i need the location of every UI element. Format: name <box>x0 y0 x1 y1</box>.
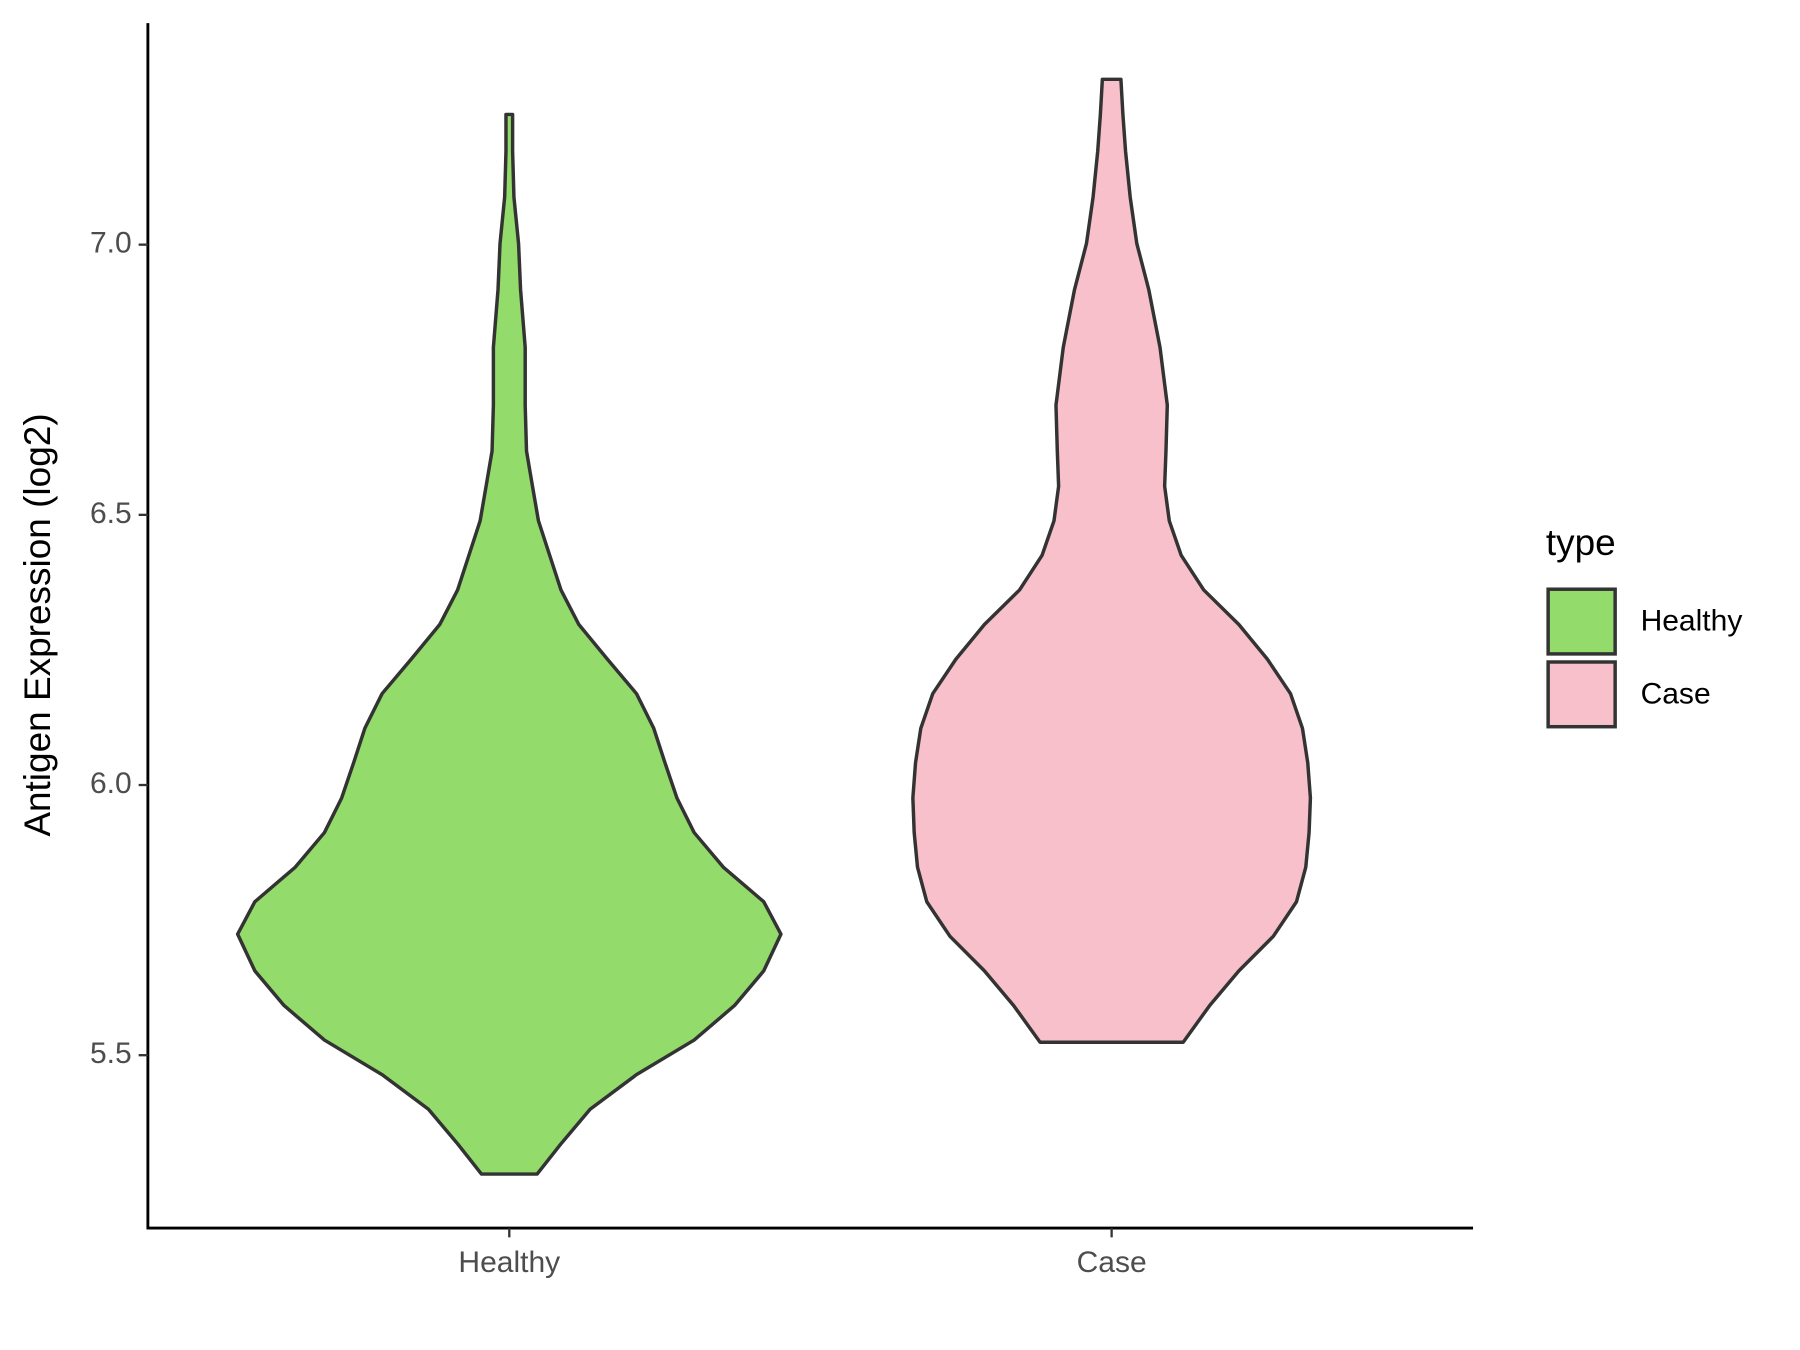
legend-label: Case <box>1641 677 1711 710</box>
y-tick-label: 6.0 <box>90 767 132 800</box>
legend-key <box>1546 660 1617 729</box>
legend-title: type <box>1546 522 1616 563</box>
y-tick-label: 5.5 <box>90 1037 132 1070</box>
y-tick-label: 7.0 <box>90 227 132 260</box>
y-axis-title: Antigen Expression (log2) <box>17 413 58 836</box>
violin-body <box>235 112 783 1176</box>
x-tick-label: Case <box>1077 1246 1147 1279</box>
violin-body <box>911 77 1313 1044</box>
x-tick-label: Healthy <box>458 1246 560 1279</box>
legend-key <box>1546 587 1617 656</box>
legend-label: Healthy <box>1641 605 1743 638</box>
y-tick-label: 6.5 <box>90 497 132 530</box>
